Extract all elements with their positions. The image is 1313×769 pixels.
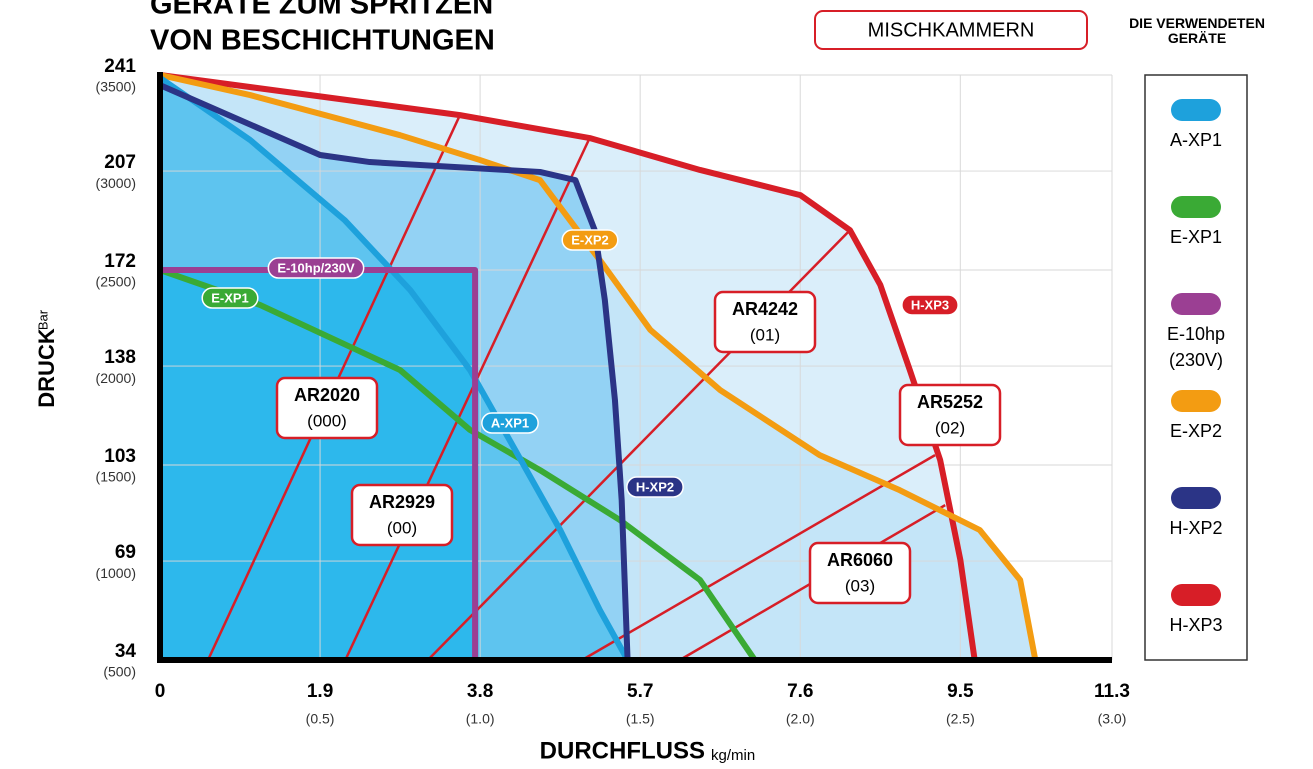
y-tick-secondary: (1000) (96, 565, 136, 581)
x-tick-secondary: (3.0) (1098, 711, 1127, 727)
legend-label: E-10hp (230V) (1150, 321, 1242, 373)
y-tick-label: 241 (104, 56, 136, 77)
chart-title: VON BESCHICHTUNGEN (150, 25, 495, 57)
legend-title: DIE VERWENDETEN GERÄTE (1118, 16, 1276, 46)
chamber-code: (00) (387, 518, 417, 537)
x-tick-secondary: (2.0) (786, 711, 815, 727)
x-tick-label: 1.9 (307, 681, 333, 702)
chamber-code: (000) (307, 411, 347, 430)
series-tag: H-XP2 (627, 477, 683, 497)
y-tick-label: 207 (104, 152, 136, 173)
chamber-name: AR5252 (917, 392, 983, 412)
y-tick-label: 34 (115, 641, 137, 662)
series-tag-label: E-10hp/230V (277, 260, 355, 275)
x-tick-label: 9.5 (947, 681, 974, 702)
series-tag-label: H-XP3 (911, 297, 949, 312)
x-tick-secondary: (2.5) (946, 711, 975, 727)
legend-label: H-XP3 (1150, 612, 1242, 638)
series-tag-label: E-XP1 (211, 290, 249, 305)
legend-label: E-XP1 (1150, 224, 1242, 250)
legend-label: E-XP2 (1150, 418, 1242, 444)
legend-swatch (1171, 196, 1221, 218)
x-tick-secondary: (1.5) (626, 711, 655, 727)
series-tag: H-XP3 (902, 295, 958, 315)
series-tag: E-XP1 (202, 288, 258, 308)
chamber-name: AR2020 (294, 385, 360, 405)
chamber-name: AR4242 (732, 299, 798, 319)
series-tag: E-XP2 (562, 230, 618, 250)
legend-swatch (1171, 293, 1221, 315)
x-tick-label: 11.3 (1094, 681, 1130, 702)
y-axis-label: DRUCK (34, 328, 59, 408)
legend-label: A-XP1 (1150, 127, 1242, 153)
chamber-name: AR6060 (827, 550, 893, 570)
y-tick-label: 138 (104, 347, 136, 368)
chamber-name: AR2929 (369, 492, 435, 512)
series-tag-label: H-XP2 (636, 479, 674, 494)
chamber-code: (03) (845, 576, 875, 595)
y-tick-secondary: (3000) (96, 175, 136, 191)
x-tick-label: 7.6 (787, 681, 813, 702)
legend-swatch (1171, 584, 1221, 606)
x-axis-unit: kg/min (711, 747, 755, 764)
chamber-code: (02) (935, 418, 965, 437)
legend-swatch (1171, 487, 1221, 509)
x-tick-secondary: (0.5) (306, 711, 335, 727)
y-tick-secondary: (500) (103, 664, 136, 680)
y-tick-label: 69 (115, 542, 136, 563)
series-tag: E-10hp/230V (268, 258, 363, 278)
legend-swatch (1171, 390, 1221, 412)
y-tick-secondary: (1500) (96, 469, 136, 485)
x-tick-label: 0 (155, 681, 166, 702)
y-tick-label: 172 (104, 251, 136, 272)
y-tick-secondary: (2500) (96, 274, 136, 290)
y-tick-secondary: (3500) (96, 79, 136, 95)
x-tick-label: 5.7 (627, 681, 653, 702)
y-tick-secondary: (2000) (96, 370, 136, 386)
x-tick-secondary: (1.0) (466, 711, 495, 727)
legend-swatch (1171, 99, 1221, 121)
x-axis-label: DURCHFLUSS (540, 737, 705, 764)
chart: GERÄTE ZUM SPRITZEN VON BESCHICHTUNGEN M… (0, 0, 1313, 769)
series-tag-label: A-XP1 (491, 415, 529, 430)
plot: 34 (500) 69 (1000) 103 (1500) 138 (2000) 172 (250… (96, 56, 1130, 727)
chart-title: GERÄTE ZUM SPRITZEN (150, 0, 493, 21)
button[interactable]: MISCHKAMMERN (868, 19, 1035, 41)
x-tick-label: 3.8 (467, 681, 493, 702)
y-axis-unit: Bar (35, 309, 50, 330)
chamber-code: (01) (750, 325, 780, 344)
legend-label: H-XP2 (1150, 515, 1242, 541)
series-tag-label: E-XP2 (571, 232, 609, 247)
y-tick-label: 103 (104, 446, 136, 467)
series-tag: A-XP1 (482, 413, 538, 433)
